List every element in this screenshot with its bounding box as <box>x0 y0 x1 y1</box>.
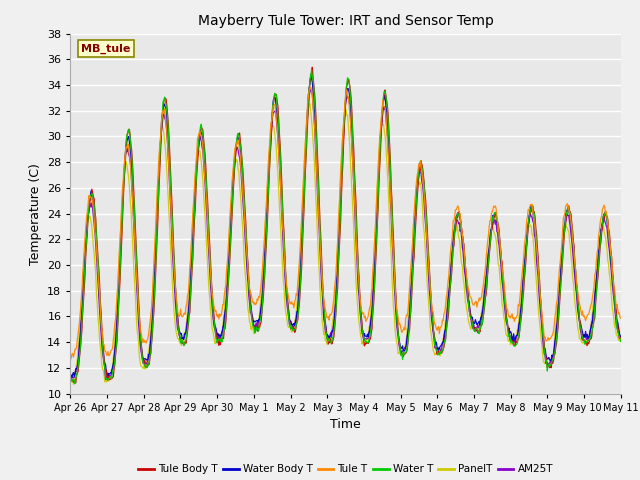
X-axis label: Time: Time <box>330 418 361 431</box>
Title: Mayberry Tule Tower: IRT and Sensor Temp: Mayberry Tule Tower: IRT and Sensor Temp <box>198 14 493 28</box>
Text: MB_tule: MB_tule <box>81 44 131 54</box>
Legend: Tule Body T, Water Body T, Tule T, Water T, PanelT, AM25T: Tule Body T, Water Body T, Tule T, Water… <box>134 460 557 479</box>
Y-axis label: Temperature (C): Temperature (C) <box>29 163 42 264</box>
